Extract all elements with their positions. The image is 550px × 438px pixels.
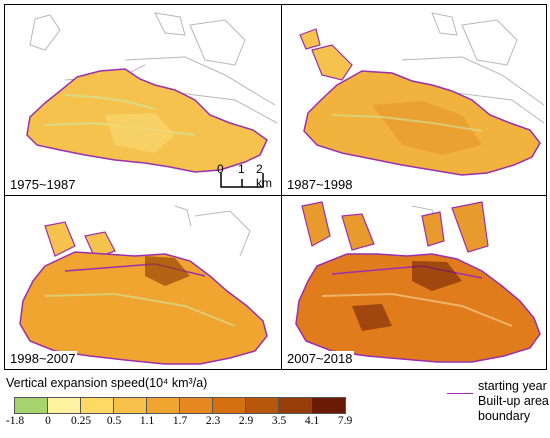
map-panel-1-canvas (26, 12, 278, 173)
legend-swatch-5 (180, 398, 213, 413)
legend-tick-6: 2.3 (205, 415, 221, 427)
legend-tick-1: 0 (45, 415, 51, 427)
legend-swatch-1 (48, 398, 81, 413)
legend-swatch-7 (246, 398, 279, 413)
boundary-line-symbol (447, 393, 473, 394)
legend-tick-8: 3.5 (271, 415, 287, 427)
legend-tick-10: 7.9 (337, 415, 353, 427)
legend-swatch-3 (114, 398, 147, 413)
period-label: 1998~2007 (8, 351, 78, 366)
period-label: 1975~1987 (8, 177, 78, 192)
map-panel-2-canvas (299, 12, 545, 176)
legend-tick-7: 2.9 (238, 415, 254, 427)
legend-swatch-4 (147, 398, 180, 413)
legend-swatch-6 (213, 398, 246, 413)
legend-swatch-0 (15, 398, 48, 413)
scale-label-2: 2 km (256, 162, 272, 190)
map-panel-1987-1998: 1987~1998 (281, 4, 547, 196)
legend-title: Vertical expansion speed(10⁴ km³/a) (6, 376, 208, 390)
period-label: 1987~1998 (285, 177, 355, 192)
urban-area (295, 253, 541, 363)
map-panel-3-canvas (19, 205, 268, 365)
legend-tick-9: 4.1 (304, 415, 320, 427)
legend-tick-4: 1.1 (139, 415, 155, 427)
map-panel-4-canvas (295, 201, 541, 363)
legend-tick-3: 0.5 (106, 415, 122, 427)
map-panel-1975-1987: 1975~1987 0 1 2 km (4, 4, 282, 196)
map-panel-1998-2007: 1998~2007 (4, 195, 282, 370)
urban-area (19, 251, 268, 365)
scale-bar: 0 1 2 km (217, 162, 281, 195)
boundary-label-line-3: boundary (478, 409, 531, 423)
scale-label-0: 0 (217, 162, 224, 176)
scale-label-1: 1 (238, 162, 245, 176)
boundary-label-line-1: starting year (478, 379, 547, 393)
color-legend (14, 397, 346, 414)
legend-tick-0: -1.8 (5, 415, 25, 427)
legend-tick-2: 0.25 (70, 415, 92, 427)
legend-swatch-8 (279, 398, 312, 413)
period-label: 2007~2018 (285, 351, 355, 366)
map-panel-2007-2018: 2007~2018 (281, 195, 547, 370)
legend-tick-5: 1.7 (172, 415, 188, 427)
boundary-label-line-2: Built-up area (478, 394, 549, 408)
legend-swatch-9 (312, 398, 345, 413)
legend-swatch-2 (81, 398, 114, 413)
